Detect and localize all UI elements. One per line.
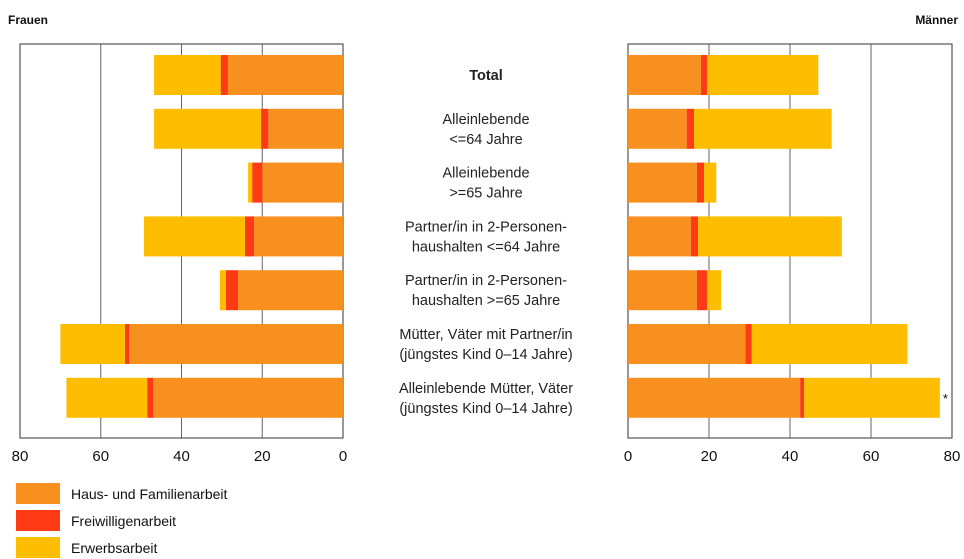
bar-frauen-2-series-0	[262, 162, 343, 203]
panel-frauen: 0 20 40 60 80	[12, 43, 347, 465]
category-label-6-line-0: Alleinlebende Mütter, Väter	[399, 381, 573, 397]
bar-maenner-2-series-1	[696, 162, 705, 203]
category-label-5-line-1: (jüngstes Kind 0–14 Jahre)	[399, 347, 572, 363]
annotation-maenner-0: *	[943, 391, 948, 406]
category-labels: Total Alleinlebende <=64 Jahre Alleinlebend…	[399, 68, 573, 417]
category-label-6-line-1: (jüngstes Kind 0–14 Jahre)	[399, 401, 572, 417]
bar-frauen-1-series-0	[268, 108, 343, 149]
bar-frauen-6-series-0	[153, 377, 343, 418]
tick-label-maenner-2: 40	[782, 448, 799, 465]
bar-frauen-5-series-1	[124, 324, 130, 364]
tick-label-frauen-0: 0	[339, 448, 347, 465]
tick-label-maenner-1: 20	[701, 448, 718, 465]
tick-label-maenner-4: 80	[944, 448, 961, 465]
legend-swatch-2	[16, 537, 60, 558]
bar-maenner-0-series-1	[700, 55, 707, 95]
bar-frauen-1-series-1	[261, 108, 269, 149]
legend: Haus- und Familienarbeit Freiwilligenarbe…	[16, 483, 228, 558]
bar-maenner-0-series-0	[628, 55, 701, 95]
category-label-3-line-1: haushalten <=64 Jahre	[412, 239, 560, 255]
panel-title-frauen: Frauen	[8, 13, 48, 27]
bar-maenner-2-series-2	[704, 162, 717, 203]
category-label-0-line-0: Total	[469, 68, 503, 84]
tick-label-maenner-3: 60	[863, 448, 880, 465]
bar-maenner-0-series-2	[706, 55, 819, 95]
category-label-1-line-0: Alleinlebende	[442, 112, 529, 128]
bar-frauen-2-series-1	[252, 162, 263, 203]
panel-title-maenner: Männer	[915, 13, 958, 27]
bar-maenner-3-series-0	[628, 216, 691, 257]
bar-frauen-5-series-0	[129, 324, 343, 364]
bar-maenner-4-series-0	[628, 270, 697, 311]
legend-label-2: Erwerbsarbeit	[71, 540, 157, 556]
bar-frauen-5-series-2	[60, 324, 125, 364]
bar-frauen-4-series-2	[219, 270, 226, 311]
category-label-2-line-1: >=65 Jahre	[449, 186, 522, 202]
bar-frauen-3-series-2	[143, 216, 245, 257]
bar-frauen-0-series-0	[227, 55, 343, 95]
bar-frauen-6-series-1	[147, 377, 154, 418]
panel-maenner: * 0 20 40 60 80	[624, 43, 961, 465]
category-label-5-line-0: Mütter, Väter mit Partner/in	[399, 327, 572, 343]
bar-maenner-5-series-0	[628, 324, 746, 364]
bar-frauen-6-series-2	[66, 377, 148, 418]
legend-swatch-0	[16, 483, 60, 504]
tick-label-frauen-1: 20	[254, 448, 271, 465]
bar-maenner-1-series-1	[686, 108, 695, 149]
bar-maenner-1-series-0	[628, 108, 687, 149]
bar-frauen-1-series-2	[154, 108, 262, 149]
bar-maenner-4-series-1	[696, 270, 707, 311]
bar-maenner-2-series-0	[628, 162, 697, 203]
category-label-3-line-0: Partner/in in 2-Personen-	[405, 219, 567, 235]
legend-label-0: Haus- und Familienarbeit	[71, 486, 228, 502]
tick-label-frauen-4: 80	[12, 448, 29, 465]
category-label-2-line-0: Alleinlebende	[442, 166, 529, 182]
bar-maenner-1-series-2	[694, 108, 832, 149]
bar-frauen-2-series-2	[248, 162, 253, 203]
bar-frauen-3-series-0	[254, 216, 343, 257]
category-label-4-line-0: Partner/in in 2-Personen-	[405, 273, 567, 289]
bar-maenner-5-series-2	[751, 324, 908, 364]
bar-maenner-6-series-2	[804, 377, 940, 418]
bar-frauen-4-series-1	[225, 270, 239, 311]
legend-label-1: Freiwilligenarbeit	[71, 513, 176, 529]
bar-maenner-3-series-1	[690, 216, 699, 257]
bar-frauen-0-series-1	[220, 55, 228, 95]
bar-maenner-3-series-2	[698, 216, 842, 257]
tick-label-frauen-2: 40	[173, 448, 190, 465]
bar-maenner-6-series-0	[628, 377, 801, 418]
legend-swatch-1	[16, 510, 60, 531]
category-label-4-line-1: haushalten >=65 Jahre	[412, 293, 560, 309]
tick-label-frauen-3: 60	[92, 448, 109, 465]
bar-frauen-3-series-1	[244, 216, 255, 257]
bar-maenner-5-series-1	[745, 324, 752, 364]
bar-frauen-4-series-0	[238, 270, 343, 311]
bar-maenner-4-series-2	[706, 270, 722, 311]
category-label-1-line-1: <=64 Jahre	[449, 132, 522, 148]
bar-maenner-6-series-1	[800, 377, 805, 418]
bar-frauen-0-series-2	[154, 55, 221, 95]
tick-label-maenner-0: 0	[624, 448, 632, 465]
